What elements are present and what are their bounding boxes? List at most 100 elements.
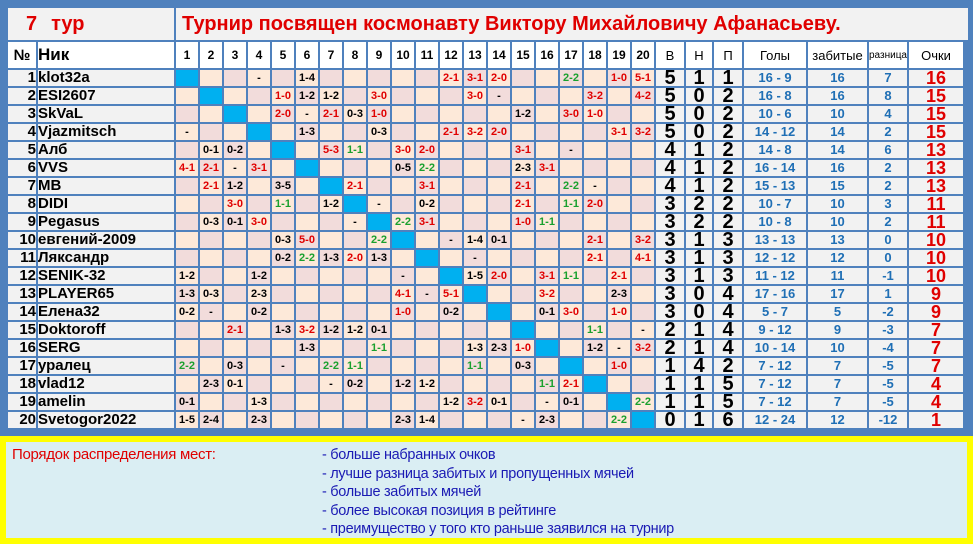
losses-value: 2 (714, 160, 742, 176)
match-result (440, 178, 462, 194)
match-result: 2-2 (632, 394, 654, 410)
match-result (296, 214, 318, 230)
losses-value: 4 (714, 304, 742, 320)
player-name: SkVaL (38, 106, 174, 122)
wins-value: 1 (656, 376, 684, 392)
match-result (320, 340, 342, 356)
points-value: 11 (909, 196, 963, 212)
match-result (632, 178, 654, 194)
match-result (248, 178, 270, 194)
self-cell (392, 232, 414, 248)
match-result (248, 142, 270, 158)
match-result (248, 340, 270, 356)
draws-value: 1 (686, 322, 712, 338)
match-result: 0-1 (224, 214, 246, 230)
match-result (248, 322, 270, 338)
match-result: - (488, 88, 510, 104)
match-result (488, 196, 510, 212)
losses-value: 2 (714, 214, 742, 230)
player-name: klot32a (38, 70, 174, 86)
round-number: 7 (26, 12, 38, 35)
header-opponent-13: 13 (464, 42, 486, 68)
match-result (440, 250, 462, 266)
match-result (584, 358, 606, 374)
match-result (440, 412, 462, 428)
match-result: 2-1 (200, 178, 222, 194)
self-cell (416, 250, 438, 266)
match-result: - (368, 196, 390, 212)
losses-value: 2 (714, 142, 742, 158)
match-result (296, 358, 318, 374)
match-result: 1-2 (248, 268, 270, 284)
match-result (224, 88, 246, 104)
draws-value: 0 (686, 304, 712, 320)
player-position: 17 (8, 358, 36, 374)
diff-value: 7 (869, 70, 907, 86)
match-result: 3-0 (368, 88, 390, 104)
rules-list: - больше набранных очков - лучше разница… (322, 446, 674, 539)
draws-value: 1 (686, 268, 712, 284)
match-result: 1-0 (608, 304, 630, 320)
match-result (296, 376, 318, 392)
wins-value: 4 (656, 160, 684, 176)
match-result: 2-1 (320, 106, 342, 122)
match-result: 5-1 (440, 286, 462, 302)
match-result: 0-1 (176, 394, 198, 410)
match-result: 4-1 (632, 250, 654, 266)
match-result: - (560, 142, 582, 158)
match-result (200, 340, 222, 356)
match-result (248, 376, 270, 392)
match-result (440, 376, 462, 392)
points-value: 10 (909, 250, 963, 266)
match-result: 1-2 (320, 88, 342, 104)
goals-value: 13 - 13 (744, 232, 806, 248)
table-row: 18 vlad12 2-3 0-1-0-2 1-2 1-2 1-1 2-1 1 1 5 7 - 12 7… (8, 376, 963, 392)
match-result (440, 340, 462, 356)
match-result: 1-3 (296, 124, 318, 140)
losses-value: 3 (714, 268, 742, 284)
match-result: 0-3 (368, 124, 390, 140)
match-result (344, 394, 366, 410)
player-position: 15 (8, 322, 36, 338)
points-value: 7 (909, 322, 963, 338)
match-result: 0-1 (488, 232, 510, 248)
wins-value: 3 (656, 286, 684, 302)
match-result (632, 268, 654, 284)
self-cell (224, 106, 246, 122)
match-result: - (296, 106, 318, 122)
diff-value: -5 (869, 358, 907, 374)
match-result: 3-5 (272, 178, 294, 194)
match-result: 1-1 (560, 268, 582, 284)
diff-value: -12 (869, 412, 907, 428)
match-result: 3-2 (584, 88, 606, 104)
match-result (392, 88, 414, 104)
header-opponent-19: 19 (608, 42, 630, 68)
match-result (440, 358, 462, 374)
rule-item: - более высокая позиция в рейтинге (322, 502, 557, 519)
self-cell (584, 376, 606, 392)
losses-value: 5 (714, 394, 742, 410)
scored-value: 10 (808, 340, 867, 356)
draws-value: 1 (686, 70, 712, 86)
match-result: 1-2 (296, 88, 318, 104)
draws-value: 0 (686, 88, 712, 104)
goals-value: 7 - 12 (744, 394, 806, 410)
match-result (344, 70, 366, 86)
draws-value: 2 (686, 214, 712, 230)
match-result: 1-5 (464, 268, 486, 284)
match-result (560, 124, 582, 140)
scored-value: 12 (808, 250, 867, 266)
match-result (512, 304, 534, 320)
match-result: 3-1 (464, 70, 486, 86)
wins-value: 3 (656, 268, 684, 284)
match-result: 2-1 (224, 322, 246, 338)
header-opponent-1: 1 (176, 42, 198, 68)
match-result: 1-1 (344, 142, 366, 158)
match-result (488, 250, 510, 266)
match-result (296, 412, 318, 428)
match-result (584, 394, 606, 410)
match-result: 0-2 (416, 196, 438, 212)
match-result (488, 106, 510, 122)
diff-value: 3 (869, 196, 907, 212)
